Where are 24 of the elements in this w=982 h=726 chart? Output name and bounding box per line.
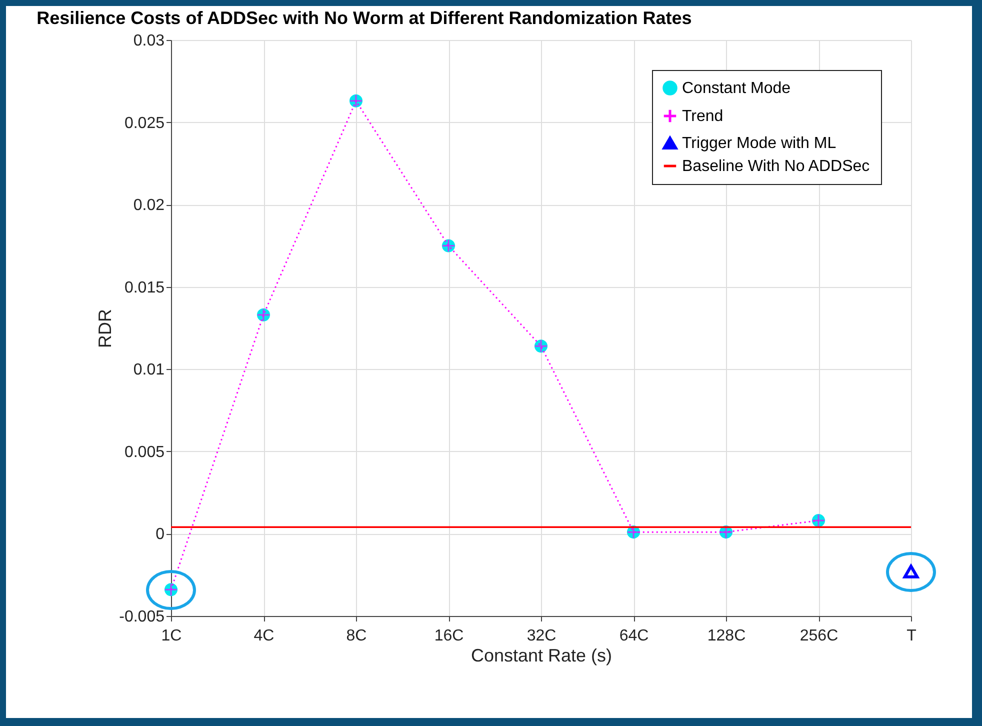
x-tick-label: 32C: [526, 628, 556, 644]
x-tick-label: 8C: [346, 628, 367, 644]
legend-label: Trigger Mode with ML: [682, 135, 836, 152]
legend-label: Baseline With No ADDSec: [682, 158, 870, 175]
y-tick-label: 0: [156, 526, 165, 544]
y-tick-label: 0.015: [124, 279, 165, 296]
y-tick-label: 0.02: [133, 197, 165, 214]
chart-title: Resilience Costs of ADDSec with No Worm at Different Randomization Rates: [36, 8, 692, 28]
y-tick-label: 0.03: [133, 32, 165, 50]
legend-label: Trend: [682, 108, 724, 125]
x-tick-label: 4C: [254, 628, 274, 644]
y-tick-label: 0.025: [124, 114, 165, 132]
x-tick-label: T: [906, 628, 917, 644]
y-tick-label: 0.01: [133, 362, 165, 379]
x-tick-label: 16C: [434, 628, 464, 644]
y-axis-title: RDR: [95, 309, 116, 348]
y-tick-label: -0.005: [119, 608, 165, 626]
legend-label: Constant Mode: [682, 80, 791, 97]
x-axis-title: Constant Rate (s): [470, 646, 612, 666]
x-tick-label: 256C: [800, 628, 838, 644]
x-tick-label: 64C: [619, 628, 649, 644]
x-tick-label: 1C: [161, 628, 182, 644]
x-tick-label: 128C: [707, 628, 746, 644]
y-tick-label: 0.005: [124, 444, 165, 461]
